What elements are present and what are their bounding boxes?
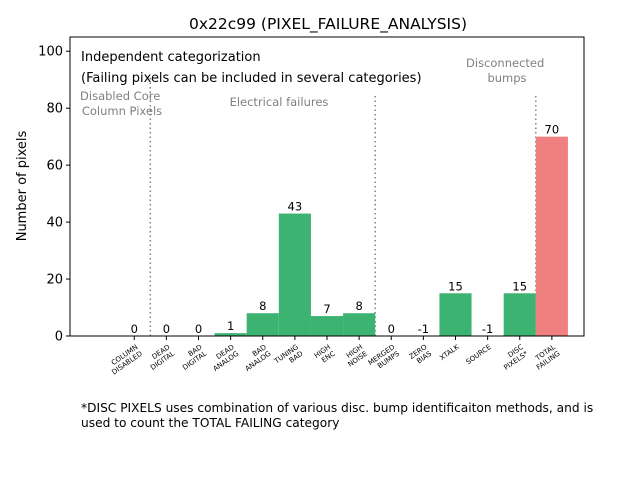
bar-value-label: 8 bbox=[259, 299, 266, 313]
x-tick-label: ZEROBIAS bbox=[408, 343, 434, 368]
bar bbox=[310, 316, 344, 336]
y-tick-label: 40 bbox=[46, 216, 63, 231]
x-tick-label: XTALK bbox=[438, 343, 461, 362]
footnote: *DISC PIXELS uses combination of various… bbox=[81, 401, 594, 430]
x-tick-label-line: SOURCE bbox=[465, 343, 493, 366]
y-tick-label: 20 bbox=[46, 273, 63, 288]
x-tick-label: BADANALOG bbox=[239, 343, 272, 373]
x-tick-label: HIGHENC bbox=[313, 343, 337, 367]
chart-title: 0x22c99 (PIXEL_FAILURE_ANALYSIS) bbox=[189, 15, 467, 34]
y-tick-label: 100 bbox=[38, 45, 63, 60]
x-tick-label: DEADDIGITAL bbox=[145, 343, 177, 372]
y-axis: 0 20 40 60 80 100 bbox=[38, 45, 70, 345]
x-tick-label: TUNINGBAD bbox=[272, 343, 304, 372]
bar-value-label: 43 bbox=[288, 200, 303, 214]
region-label-disabled-line2: Column Pixels bbox=[82, 104, 162, 118]
bar bbox=[439, 293, 472, 336]
x-tick-label: COLUMNDISABLED bbox=[106, 343, 144, 376]
bar bbox=[278, 213, 311, 336]
region-label-disconnected: Disconnected bumps bbox=[466, 56, 548, 85]
bar-value-label: 0 bbox=[163, 322, 170, 336]
bar-value-label: 0 bbox=[195, 322, 202, 336]
region-label-disconnected-line2: bumps bbox=[487, 71, 526, 85]
region-label-disconnected-line1: Disconnected bbox=[466, 56, 544, 70]
bar-value-label: 1 bbox=[227, 319, 234, 333]
region-label-disabled: Disabled Core Column Pixels bbox=[80, 89, 164, 118]
categorization-note-line1: Independent categorization bbox=[81, 50, 261, 65]
x-tick-label: HIGHNOISE bbox=[342, 343, 369, 369]
bar-value-label: 7 bbox=[323, 302, 330, 316]
bar bbox=[214, 333, 247, 336]
bar-value-label: 15 bbox=[448, 279, 463, 293]
x-axis: COLUMNDISABLED DEADDIGITAL BADDIGITAL DEADA… bbox=[106, 336, 562, 376]
bar-value-label: -1 bbox=[418, 322, 429, 336]
bar bbox=[535, 136, 568, 336]
x-tick-label: BADDIGITAL bbox=[177, 343, 209, 372]
categorization-note-line2: (Failing pixels can be included in sever… bbox=[81, 71, 422, 86]
y-tick-label: 60 bbox=[46, 159, 63, 174]
bar-value-label: 0 bbox=[388, 322, 395, 336]
x-tick-label: DISCPIXELS* bbox=[498, 343, 530, 372]
region-divider-layer bbox=[149, 76, 537, 336]
bar-value-label: 15 bbox=[512, 279, 527, 293]
x-tick-label: MERGEDBUMPS bbox=[367, 343, 402, 374]
bar bbox=[503, 293, 536, 336]
bar-value-label: 70 bbox=[545, 123, 560, 137]
region-label-electrical: Electrical failures bbox=[230, 95, 329, 109]
bar-value-label: 0 bbox=[131, 322, 138, 336]
bar bbox=[246, 313, 279, 336]
x-tick-label: SOURCE bbox=[465, 343, 493, 366]
bar bbox=[343, 313, 376, 336]
x-tick-label: TOTALFAILING bbox=[530, 343, 561, 372]
region-label-disabled-line1: Disabled Core bbox=[80, 89, 160, 103]
y-tick-label: 80 bbox=[46, 102, 63, 117]
y-axis-label: Number of pixels bbox=[15, 130, 30, 241]
bar-value-label: -1 bbox=[482, 322, 493, 336]
bar-value-label: 8 bbox=[355, 299, 362, 313]
y-tick-label: 0 bbox=[55, 330, 63, 345]
x-tick-label-line: XTALK bbox=[438, 343, 461, 362]
x-tick-label: DEADANALOG bbox=[207, 343, 240, 373]
